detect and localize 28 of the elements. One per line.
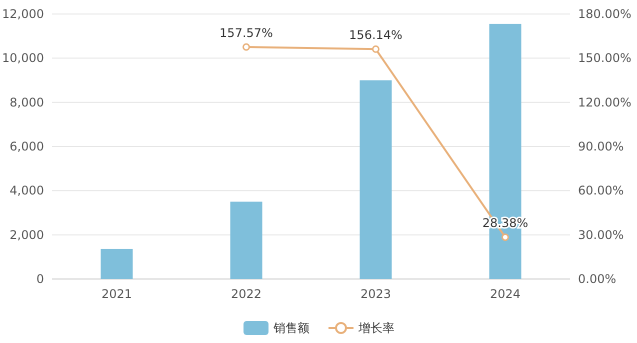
y2-tick-label: 120.00% [578, 95, 632, 110]
bar [360, 80, 392, 279]
bar [230, 202, 262, 279]
data-label: 157.57% [220, 26, 273, 40]
y-tick-label: 4,000 [10, 184, 44, 198]
y2-tick-label: 60.00% [578, 184, 624, 198]
bar [100, 248, 133, 279]
y-tick-label: 12,000 [2, 7, 44, 21]
y2-tick-label: 90.00% [578, 140, 624, 154]
y2-tick-label: 0.00% [578, 272, 616, 286]
x-tick-label: 2021 [101, 287, 132, 301]
y-tick-label: 10,000 [2, 51, 44, 66]
y-tick-label: 8,000 [10, 95, 44, 110]
x-tick-label: 2024 [490, 287, 521, 301]
x-tick-label: 2022 [230, 287, 262, 301]
legend-label: 增长率 [358, 321, 394, 335]
legend-label: 销售额 [272, 321, 310, 335]
point [242, 43, 250, 51]
y2-tick-label: 30.00% [578, 228, 624, 242]
data-label: 156.14% [349, 28, 402, 42]
y2-tick-label: 150.00% [578, 51, 632, 66]
x-tick-label: 2023 [360, 287, 392, 301]
y2-tick-label: 180.00% [578, 7, 632, 21]
point [502, 233, 509, 241]
y-tick-label: 0 [36, 272, 44, 286]
y-tick-label: 6,000 [10, 140, 44, 154]
point [372, 45, 380, 53]
y-tick-label: 2,000 [10, 228, 44, 242]
